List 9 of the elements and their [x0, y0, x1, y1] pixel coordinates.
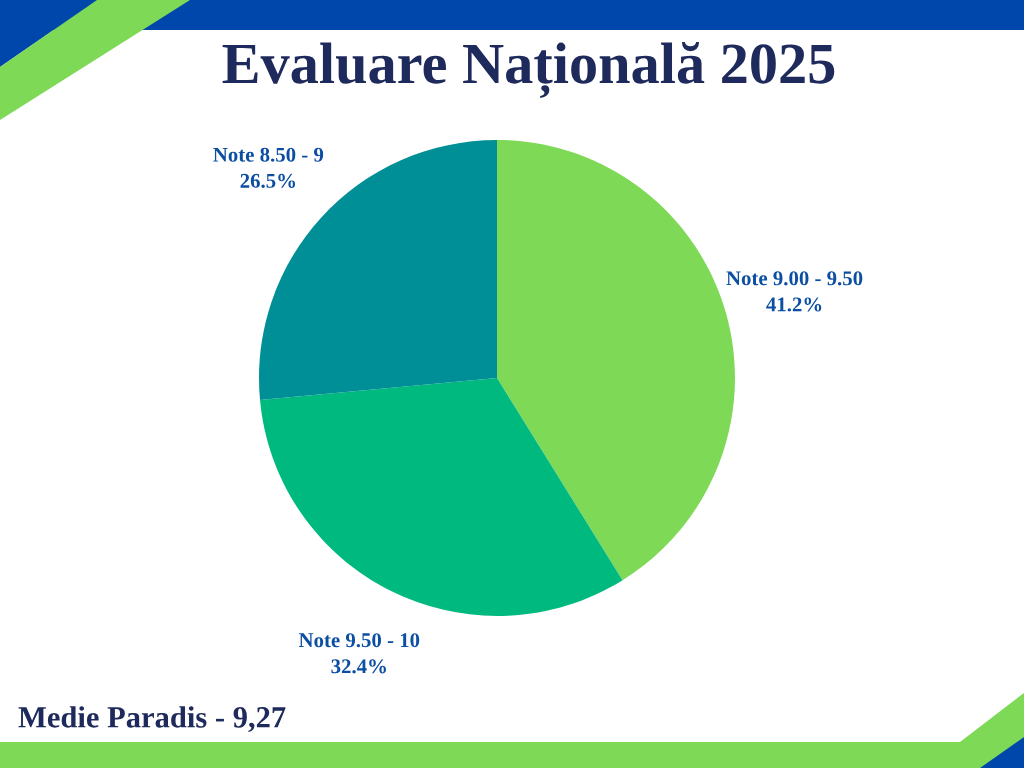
data-label: 41.2% [766, 297, 822, 312]
data-label: 26.5% [240, 173, 296, 188]
chart-title: Evaluare Națională 2025 [222, 42, 835, 98]
slice-label: Note 9.00 - 9.50 [726, 271, 863, 286]
slice-label: Note 9.50 - 10 [298, 633, 420, 648]
slice-label: Note 8.50 - 9 [213, 147, 324, 162]
data-label: 32.4% [331, 659, 386, 674]
pie-slice [260, 378, 623, 616]
text: Medie Paradis - 9,27 [18, 706, 286, 733]
